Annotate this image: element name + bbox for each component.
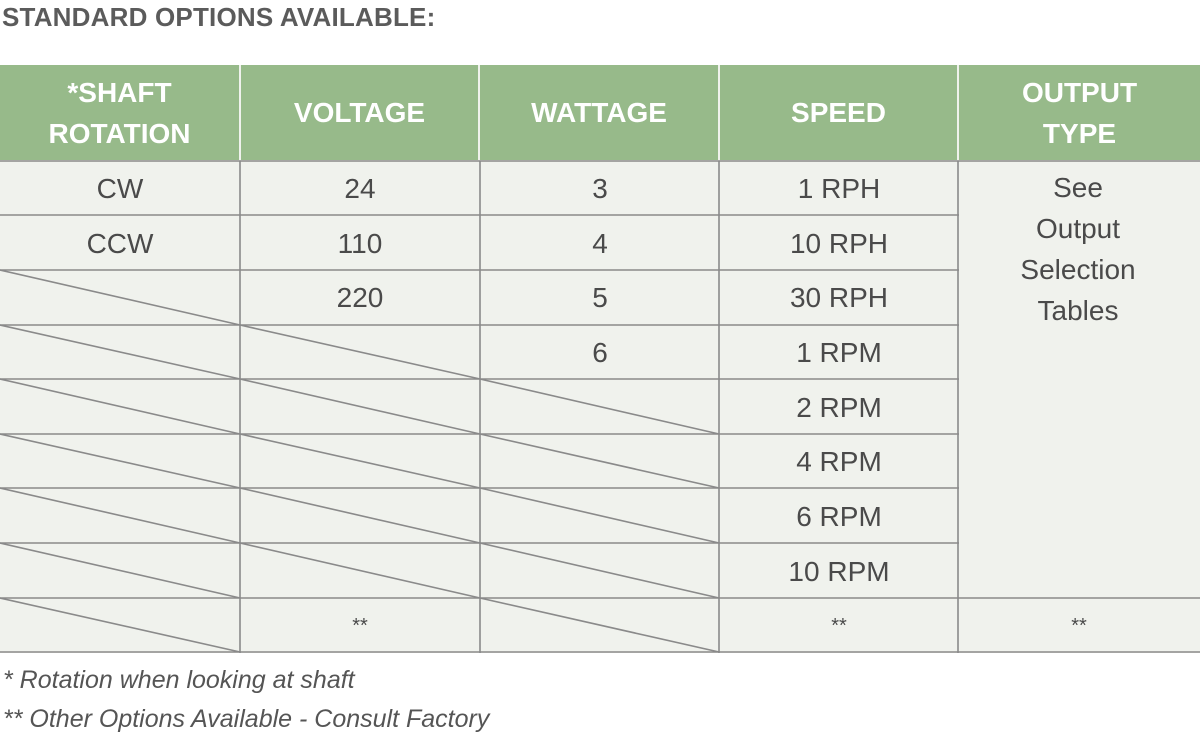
- cell-shaft-rotation: CCW: [86, 228, 154, 259]
- cell-speed: 30 RPH: [789, 282, 889, 313]
- cell-wattage: 6: [592, 337, 608, 368]
- cell-output-type-footer: **: [1071, 614, 1087, 637]
- cell-speed: 1 RPH: [797, 173, 881, 204]
- cell-wattage: 4: [592, 228, 608, 259]
- page-title: STANDARD OPTIONS AVAILABLE:: [2, 2, 436, 32]
- footnote-other-options: ** Other Options Available - Consult Fac…: [3, 705, 490, 733]
- cell-voltage: **: [352, 614, 368, 637]
- cell-voltage: 110: [337, 228, 383, 259]
- cell-wattage: 5: [592, 282, 608, 313]
- cell-speed: 10 RPH: [789, 228, 889, 259]
- header-wattage: WATTAGE: [480, 65, 718, 160]
- header-voltage: VOLTAGE: [241, 65, 478, 160]
- cell-voltage: 220: [336, 282, 384, 313]
- cell-speed: 2 RPM: [796, 392, 882, 423]
- header-output-type: OUTPUT TYPE: [959, 65, 1200, 160]
- footnote-rotation: * Rotation when looking at shaft: [3, 666, 355, 694]
- cell-speed: 10 RPM: [788, 556, 890, 587]
- cell-speed: **: [831, 614, 847, 637]
- cell-wattage: 3: [592, 173, 608, 204]
- cell-speed: 6 RPM: [796, 501, 882, 532]
- header-speed: SPEED: [720, 65, 957, 160]
- table-grid: [0, 160, 1200, 653]
- cell-voltage: 24: [344, 173, 376, 204]
- options-table: *SHAFT ROTATION VOLTAGE WATTAGE SPEED OU…: [0, 65, 1200, 653]
- cell-speed: 1 RPM: [796, 337, 882, 368]
- cell-shaft-rotation: CW: [96, 173, 144, 204]
- header-shaft-rotation: *SHAFT ROTATION: [0, 65, 239, 160]
- cell-speed: 4 RPM: [796, 446, 882, 477]
- cell-output-type: See Output Selection Tables: [1020, 172, 1136, 326]
